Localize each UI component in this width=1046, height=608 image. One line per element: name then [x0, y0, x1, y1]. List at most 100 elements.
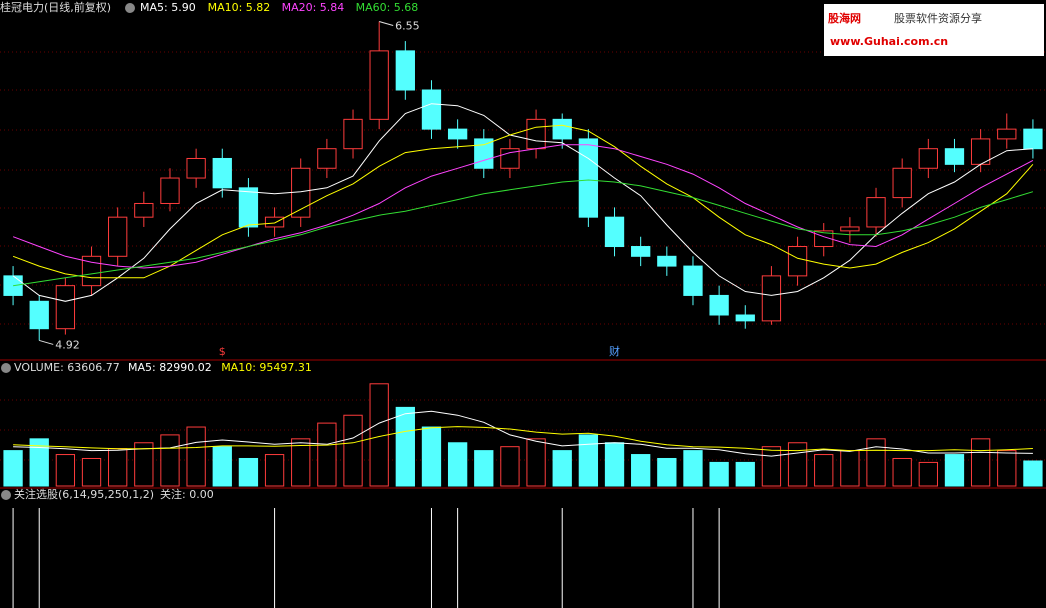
- volume-bar: [160, 434, 180, 487]
- volume-bar: [735, 461, 755, 487]
- chart-title: 桂冠电力(日线,前复权): [0, 0, 111, 14]
- candle-body: [317, 148, 337, 169]
- volume-bar: [761, 446, 782, 487]
- candle-body: [866, 197, 886, 228]
- candle-body: [29, 300, 49, 330]
- legend-entry: MA5: 82990.02: [128, 361, 212, 374]
- candle-body: [1023, 128, 1043, 150]
- watermark-slogan: 股票软件资源分享: [894, 11, 982, 25]
- candle-body: [735, 314, 755, 322]
- watermark: 股海网 股票软件资源分享 www.Guhai.com.cn: [824, 4, 1044, 56]
- candle-body: [526, 118, 546, 150]
- candle-body: [343, 118, 363, 150]
- ma-line: [12, 103, 1033, 302]
- guides: [0, 51, 1046, 461]
- volume-bar: [317, 422, 337, 487]
- candle-body: [840, 226, 860, 232]
- volume-bar: [81, 457, 102, 487]
- volume-bar: [787, 442, 808, 487]
- volume-bar: [500, 446, 520, 487]
- candle-body: [552, 118, 572, 140]
- candle-body: [395, 50, 415, 91]
- menu-icon[interactable]: [1, 490, 11, 500]
- ma-line: [12, 124, 1034, 279]
- legend-entry: MA5: 5.90: [140, 1, 196, 14]
- min-label: 4.92: [55, 338, 80, 351]
- volume-bar: [944, 454, 965, 487]
- volume-bar: [238, 457, 259, 487]
- volume-ma-line: [13, 410, 1033, 457]
- candle-body: [3, 275, 23, 296]
- volume-bar: [683, 450, 703, 487]
- volume-bar: [657, 457, 677, 487]
- candle-body: [683, 265, 703, 296]
- volume-bar: [291, 438, 311, 487]
- min-pointer: [39, 339, 54, 345]
- volume-bar: [578, 434, 599, 487]
- volume-bar: [970, 438, 991, 487]
- candle-body: [944, 148, 965, 165]
- volume-bar: [866, 438, 886, 487]
- legend-entry: MA10: 5.82: [208, 1, 271, 14]
- candle-body: [134, 202, 154, 218]
- candle-body: [787, 246, 808, 277]
- candle-body: [264, 216, 285, 228]
- candle-body: [212, 157, 232, 189]
- volume-bar: [29, 438, 49, 487]
- candle-body: [447, 128, 468, 140]
- volume-bar: [55, 454, 76, 487]
- volume-bar: [526, 438, 546, 487]
- volume-bar: [709, 461, 729, 487]
- volume-bar: [212, 446, 232, 487]
- legend-entry: VOLUME: 63606.77: [14, 361, 120, 374]
- volume-bar: [186, 426, 206, 487]
- event-marker: 财: [609, 344, 620, 358]
- candle-body: [108, 216, 128, 257]
- max-pointer: [379, 21, 394, 27]
- menu-icon[interactable]: [125, 3, 135, 13]
- chart-title: 关注选股(6,14,95,250,1,2): [14, 487, 154, 501]
- candle-body: [578, 138, 599, 218]
- legend-entry: MA60: 5.68: [356, 1, 419, 14]
- candle-body: [238, 187, 259, 228]
- candle-body: [657, 255, 677, 267]
- volume-bar: [631, 454, 651, 487]
- watermark-url: www.Guhai.com.cn: [830, 35, 948, 48]
- volume-ma-line: [13, 426, 1033, 452]
- ma-line: [12, 144, 1034, 269]
- candle-body: [631, 246, 651, 257]
- volume-bar: [134, 442, 154, 487]
- volume-bar: [1023, 460, 1043, 487]
- legend-entry: MA20: 5.84: [282, 1, 345, 14]
- volume-bar: [997, 450, 1017, 487]
- volume-bar: [474, 450, 494, 487]
- candle-body: [709, 294, 729, 316]
- volume-bar: [447, 442, 468, 487]
- volume-bar: [814, 454, 834, 487]
- volume-bar: [604, 442, 625, 487]
- menu-icon[interactable]: [1, 363, 11, 373]
- volume-bar: [108, 448, 128, 487]
- event-marker: $: [219, 345, 226, 358]
- legend-entry: 关注: 0.00: [160, 487, 214, 501]
- volume-bar: [892, 457, 912, 487]
- candle-body: [55, 285, 76, 330]
- volume-bar: [343, 414, 363, 487]
- candle-body: [160, 177, 180, 204]
- volume-bar: [3, 450, 23, 487]
- candle-body: [604, 216, 625, 248]
- candle-body: [186, 157, 206, 179]
- volume-bar: [552, 450, 572, 487]
- volume-bar: [421, 426, 442, 487]
- legend-entry: MA10: 95497.31: [221, 361, 312, 374]
- volume-bar: [918, 461, 938, 487]
- max-label: 6.55: [395, 20, 420, 33]
- candle-body: [421, 89, 442, 130]
- volume-bar: [395, 406, 415, 487]
- watermark-brand: 股海网: [828, 11, 861, 25]
- candle-body: [997, 128, 1017, 140]
- candle-body: [761, 275, 782, 322]
- ma-line: [13, 179, 1034, 287]
- volume-bar: [840, 450, 860, 487]
